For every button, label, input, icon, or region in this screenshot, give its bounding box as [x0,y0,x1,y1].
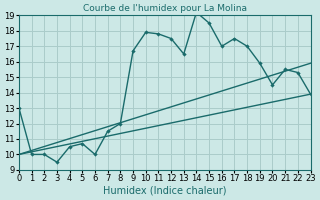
X-axis label: Humidex (Indice chaleur): Humidex (Indice chaleur) [103,186,227,196]
Title: Courbe de l'humidex pour La Molina: Courbe de l'humidex pour La Molina [83,4,247,13]
